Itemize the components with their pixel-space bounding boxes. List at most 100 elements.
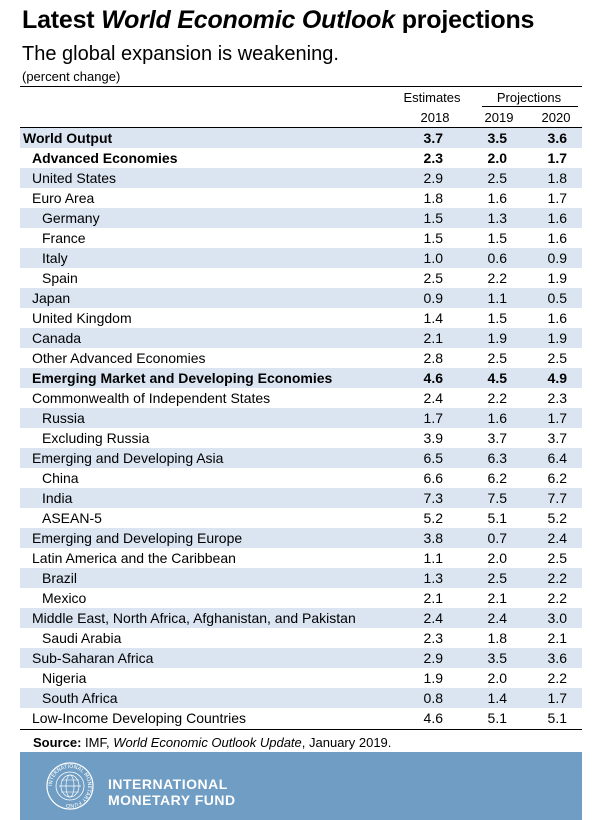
year-header-2019: 2019 (484, 110, 514, 125)
value-2020: 2.5 (547, 350, 567, 366)
value-2019: 1.6 (487, 190, 507, 206)
value-2020: 2.3 (547, 390, 567, 406)
value-2019: 6.3 (487, 450, 507, 466)
value-2020: 2.2 (547, 670, 567, 686)
value-2020: 3.0 (547, 610, 567, 626)
row-label: World Output (23, 130, 113, 146)
value-2019: 3.5 (487, 650, 507, 666)
value-2020: 2.2 (547, 590, 567, 606)
value-2018: 7.3 (423, 490, 443, 506)
value-2018: 1.5 (423, 210, 443, 226)
year-header-2020: 2020 (541, 110, 571, 125)
value-2020: 1.6 (547, 310, 567, 326)
value-2018: 0.9 (423, 290, 443, 306)
value-2020: 3.6 (547, 650, 567, 666)
table-row: Other Advanced Economies 2.8 2.5 2.5 (20, 348, 582, 368)
value-2018: 4.6 (423, 370, 443, 386)
value-2019: 2.0 (487, 670, 507, 686)
table-row: Middle East, North Africa, Afghanistan, … (20, 608, 582, 628)
value-2018: 1.7 (423, 410, 443, 426)
value-2020: 2.1 (547, 630, 567, 646)
value-2020: 1.9 (547, 270, 567, 286)
value-2018: 6.5 (423, 450, 443, 466)
row-label: Low-Income Developing Countries (32, 710, 246, 726)
value-2019: 2.5 (487, 350, 507, 366)
table-row: France 1.5 1.5 1.6 (20, 228, 582, 248)
value-2020: 1.7 (547, 190, 567, 206)
row-label: Canada (32, 330, 82, 346)
value-2018: 2.9 (423, 650, 443, 666)
value-2020: 5.2 (547, 510, 567, 526)
table-row: Canada 2.1 1.9 1.9 (20, 328, 582, 348)
value-2019: 0.7 (487, 530, 507, 546)
unit-label: (percent change) (22, 69, 121, 84)
row-label: Middle East, North Africa, Afghanistan, … (32, 610, 356, 626)
row-label: China (42, 470, 79, 486)
row-label: South Africa (42, 690, 118, 706)
value-2018: 4.6 (423, 710, 443, 726)
row-label: Spain (42, 270, 78, 286)
value-2019: 4.5 (487, 370, 507, 386)
table-row: Russia 1.7 1.6 1.7 (20, 408, 582, 428)
row-label: Russia (42, 410, 85, 426)
value-2020: 0.9 (547, 250, 567, 266)
value-2019: 1.8 (487, 630, 507, 646)
value-2020: 1.6 (547, 210, 567, 226)
source-note: Source: IMF, World Economic Outlook Upda… (33, 735, 392, 750)
value-2019: 1.4 (487, 690, 507, 706)
value-2018: 2.9 (423, 170, 443, 186)
value-2019: 0.6 (487, 250, 507, 266)
value-2019: 2.0 (487, 550, 507, 566)
row-label: India (42, 490, 73, 506)
table-row: China 6.6 6.2 6.2 (20, 468, 582, 488)
value-2019: 3.7 (487, 430, 507, 446)
imf-wordmark: INTERNATIONAL MONETARY FUND (108, 776, 236, 808)
subtitle: The global expansion is weakening. (22, 43, 339, 65)
table-row: Brazil 1.3 2.5 2.2 (20, 568, 582, 588)
table-row: Commonwealth of Independent States 2.4 2.2… (20, 388, 582, 408)
row-label: Other Advanced Economies (32, 350, 206, 366)
table-row: Advanced Economies 2.3 2.0 1.7 (20, 148, 582, 168)
value-2018: 2.4 (423, 390, 443, 406)
table-row: Euro Area 1.8 1.6 1.7 (20, 188, 582, 208)
table-body: World Output 3.7 3.5 3.6 Advanced Economies 2… (20, 128, 582, 728)
value-2020: 7.7 (547, 490, 567, 506)
value-2018: 3.8 (423, 530, 443, 546)
row-label: Emerging and Developing Europe (32, 530, 243, 546)
value-2018: 1.1 (423, 550, 443, 566)
value-2018: 5.2 (423, 510, 443, 526)
year-header-2018: 2018 (420, 110, 450, 125)
value-2019: 1.5 (487, 310, 507, 326)
value-2020: 1.9 (547, 330, 567, 346)
table-row: ASEAN-5 5.2 5.1 5.2 (20, 508, 582, 528)
table-row: Latin America and the Caribbean 1.1 2.0 2.5 (20, 548, 582, 568)
table-row: Nigeria 1.9 2.0 2.2 (20, 668, 582, 688)
value-2018: 1.8 (423, 190, 443, 206)
value-2019: 2.5 (487, 570, 507, 586)
table-row: Emerging and Developing Europe 3.8 0.7 2.4 (20, 528, 582, 548)
value-2020: 6.2 (547, 470, 567, 486)
value-2019: 1.3 (487, 210, 507, 226)
value-2019: 2.1 (487, 590, 507, 606)
row-label: Commonwealth of Independent States (32, 390, 271, 406)
value-2018: 3.7 (423, 130, 443, 146)
value-2019: 5.1 (487, 710, 507, 726)
table-row: India 7.3 7.5 7.7 (20, 488, 582, 508)
imf-seal-icon: INTERNATIONAL MONETARY FUND (46, 762, 94, 810)
value-2020: 2.2 (547, 570, 567, 586)
row-label: Germany (42, 210, 100, 226)
value-2019: 2.4 (487, 610, 507, 626)
value-2020: 2.5 (547, 550, 567, 566)
table-row: Germany 1.5 1.3 1.6 (20, 208, 582, 228)
row-label: Emerging and Developing Asia (32, 450, 224, 466)
value-2019: 2.2 (487, 270, 507, 286)
value-2020: 1.7 (547, 150, 567, 166)
value-2019: 3.5 (487, 130, 507, 146)
table-row: Excluding Russia 3.9 3.7 3.7 (20, 428, 582, 448)
table-row: World Output 3.7 3.5 3.6 (20, 128, 582, 148)
projections-header: Projections (496, 90, 562, 105)
value-2020: 1.6 (547, 230, 567, 246)
row-label: Brazil (42, 570, 78, 586)
table-row: Mexico 2.1 2.1 2.2 (20, 588, 582, 608)
row-label: Euro Area (32, 190, 95, 206)
